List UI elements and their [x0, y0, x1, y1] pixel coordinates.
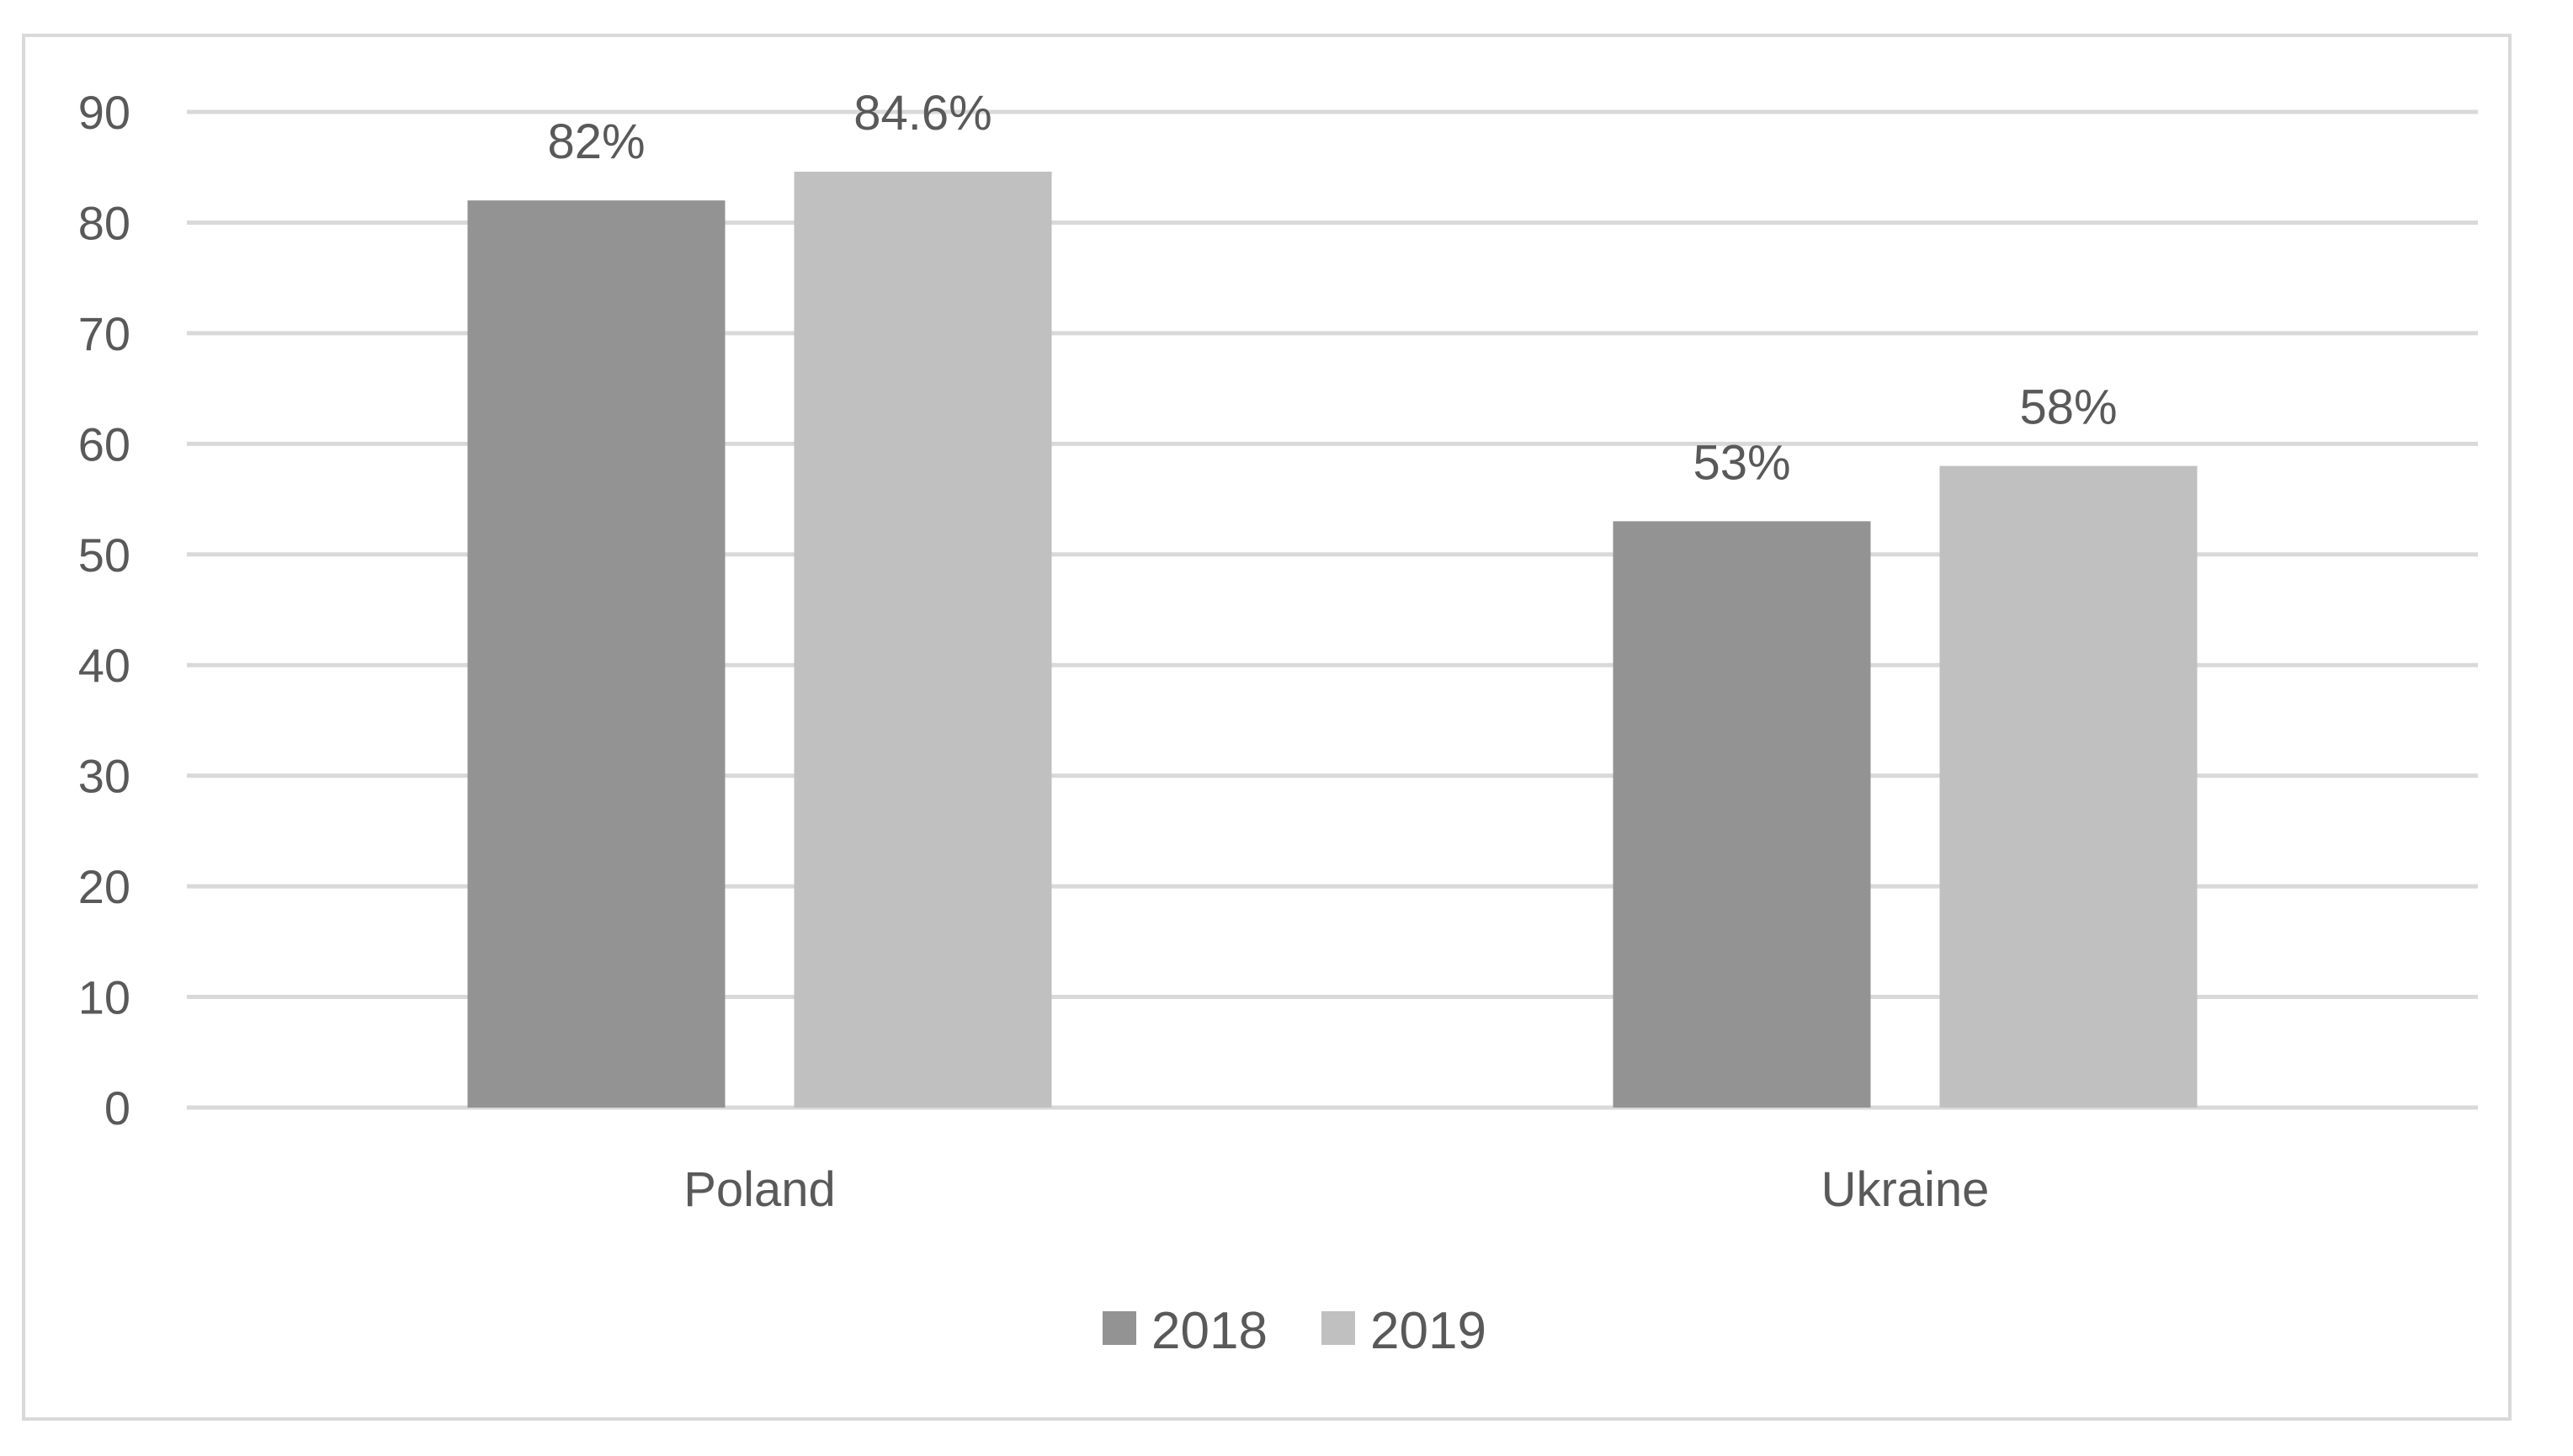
bar-2019-poland [794, 171, 1052, 1108]
legend-label: 2019 [1370, 1302, 1486, 1360]
legend-swatch-2018 [1103, 1311, 1136, 1345]
y-tick-label: 80 [78, 196, 130, 249]
y-tick-label: 30 [78, 750, 130, 803]
y-tick-label: 10 [78, 971, 130, 1024]
y-tick-label: 60 [78, 417, 130, 470]
data-label: 82% [547, 114, 645, 169]
y-tick-label: 70 [78, 307, 130, 360]
y-tick-label: 40 [78, 639, 130, 692]
y-tick-label: 20 [78, 860, 130, 913]
y-tick-label: 0 [104, 1081, 130, 1135]
y-tick-label: 90 [78, 86, 130, 139]
category-label: Poland [683, 1162, 836, 1217]
data-label: 84.6% [853, 86, 991, 141]
bar-2018-ukraine [1613, 521, 1871, 1108]
legend-swatch-2019 [1321, 1311, 1355, 1345]
y-tick-label: 50 [78, 529, 130, 582]
bar-2019-ukraine [1939, 465, 2198, 1108]
category-label: Ukraine [1821, 1162, 1990, 1217]
legend-label: 2018 [1151, 1302, 1268, 1360]
bar-2018-poland [467, 200, 726, 1108]
data-label: 53% [1693, 435, 1790, 490]
data-label: 58% [2019, 380, 2117, 435]
